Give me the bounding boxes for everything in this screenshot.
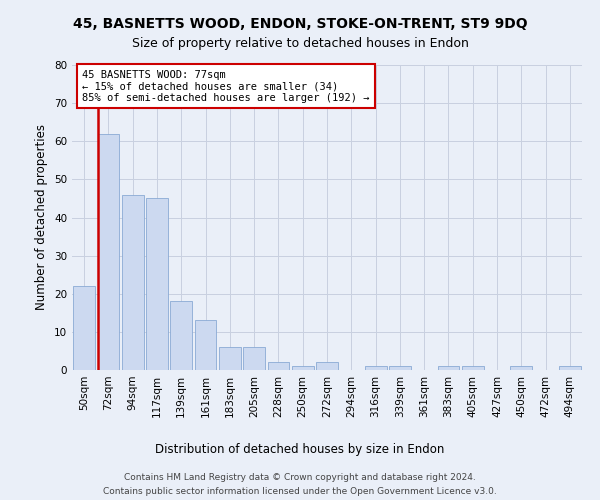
Bar [73, 286, 95, 370]
Bar [268, 362, 289, 370]
Y-axis label: Number of detached properties: Number of detached properties [35, 124, 49, 310]
Bar [243, 347, 265, 370]
Bar [292, 366, 314, 370]
Bar [97, 134, 119, 370]
Bar [122, 194, 143, 370]
Text: Contains public sector information licensed under the Open Government Licence v3: Contains public sector information licen… [103, 488, 497, 496]
Bar [437, 366, 460, 370]
Text: Size of property relative to detached houses in Endon: Size of property relative to detached ho… [131, 38, 469, 51]
Text: 45, BASNETTS WOOD, ENDON, STOKE-ON-TRENT, ST9 9DQ: 45, BASNETTS WOOD, ENDON, STOKE-ON-TRENT… [73, 18, 527, 32]
Bar [219, 347, 241, 370]
Text: Distribution of detached houses by size in Endon: Distribution of detached houses by size … [155, 442, 445, 456]
Bar [170, 302, 192, 370]
Bar [511, 366, 532, 370]
Bar [462, 366, 484, 370]
Bar [146, 198, 168, 370]
Bar [559, 366, 581, 370]
Bar [389, 366, 411, 370]
Text: 45 BASNETTS WOOD: 77sqm
← 15% of detached houses are smaller (34)
85% of semi-de: 45 BASNETTS WOOD: 77sqm ← 15% of detache… [82, 70, 370, 103]
Bar [365, 366, 386, 370]
Bar [194, 320, 217, 370]
Bar [316, 362, 338, 370]
Text: Contains HM Land Registry data © Crown copyright and database right 2024.: Contains HM Land Registry data © Crown c… [124, 472, 476, 482]
